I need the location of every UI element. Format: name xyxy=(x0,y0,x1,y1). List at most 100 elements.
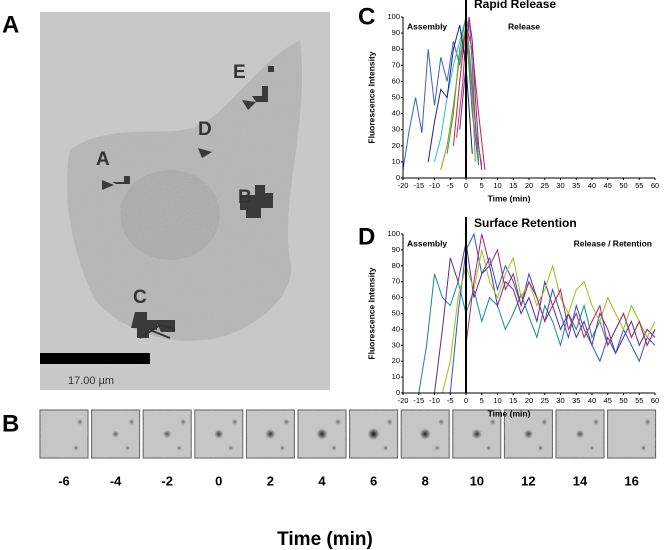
annotation: Release / Retention xyxy=(574,238,652,248)
frame-spot xyxy=(644,419,651,425)
y-tick-label: 50 xyxy=(392,92,400,101)
x-tick-label: 60 xyxy=(651,396,659,405)
x-tick-label: 25 xyxy=(541,181,549,190)
trace xyxy=(427,24,473,162)
frame-label: 14 xyxy=(573,473,588,488)
x-tick-label: 20 xyxy=(525,181,533,190)
x-tick-label: 30 xyxy=(556,181,564,190)
x-tick-label: 5 xyxy=(480,181,484,190)
panel-label: A xyxy=(2,11,19,38)
x-tick-label: 20 xyxy=(525,396,533,405)
frame-label: 8 xyxy=(422,473,429,488)
strip-xlabel: Time (min) xyxy=(277,529,373,550)
y-axis-label: Fluorescence Intensity xyxy=(366,51,376,143)
trace xyxy=(440,25,476,171)
x-tick-label: 0 xyxy=(464,396,468,405)
y-tick-label: 80 xyxy=(392,44,400,53)
image-label: B xyxy=(238,187,252,208)
frame-spot xyxy=(265,428,276,440)
x-tick-label: -15 xyxy=(413,396,424,405)
x-tick-label: 25 xyxy=(541,396,549,405)
y-tick-label: 10 xyxy=(392,372,400,381)
panel-label: D xyxy=(358,223,375,250)
frame-spot xyxy=(383,445,389,451)
frame-spot xyxy=(73,445,79,451)
frame-spot xyxy=(541,419,548,425)
chart-title: Surface Retention xyxy=(474,216,577,230)
x-tick-label: 5 xyxy=(480,396,484,405)
frame-spot xyxy=(489,419,496,425)
frame-spot xyxy=(231,419,238,425)
image-label: E xyxy=(233,62,246,83)
trace xyxy=(418,273,656,394)
frame-spot xyxy=(419,428,431,440)
y-tick-label: 100 xyxy=(387,229,400,238)
frame-spot xyxy=(335,419,341,425)
x-axis-label: Time (min) xyxy=(488,193,531,203)
frame-spot xyxy=(111,430,120,438)
x-tick-label: 35 xyxy=(572,181,580,190)
frame-noise xyxy=(40,410,88,458)
frame-spot xyxy=(77,419,83,425)
frame-spot xyxy=(471,428,482,440)
frame-spot xyxy=(523,429,534,439)
y-tick-label: 100 xyxy=(387,12,400,21)
x-tick-label: 50 xyxy=(619,181,627,190)
annotation: Assembly xyxy=(407,238,447,248)
trace xyxy=(434,241,656,394)
trace xyxy=(449,232,656,394)
x-tick-label: 40 xyxy=(588,181,596,190)
y-tick-label: 30 xyxy=(392,340,400,349)
x-tick-label: -15 xyxy=(413,181,424,190)
x-tick-label: 10 xyxy=(493,396,501,405)
chart-title: Rapid Release xyxy=(474,0,556,11)
x-tick-label: 30 xyxy=(556,396,564,405)
frame-spot xyxy=(434,445,440,451)
frame-label: -4 xyxy=(110,473,122,488)
image-label: A xyxy=(96,149,110,170)
frame-spot xyxy=(283,419,290,425)
y-tick-label: 40 xyxy=(392,324,400,333)
y-tick-label: 90 xyxy=(392,28,400,37)
frame-spot xyxy=(279,445,285,451)
trace xyxy=(465,233,656,347)
frame-spot xyxy=(438,419,445,425)
frame-label: 0 xyxy=(215,473,222,488)
y-tick-label: 60 xyxy=(392,293,400,302)
panel-label: C xyxy=(358,3,375,30)
y-tick-label: 30 xyxy=(392,125,400,134)
x-tick-label: -20 xyxy=(398,396,409,405)
x-tick-label: 15 xyxy=(509,396,517,405)
trace xyxy=(446,16,480,162)
trace xyxy=(452,24,486,170)
frame-spot xyxy=(128,419,135,425)
y-tick-label: 40 xyxy=(392,109,400,118)
frame-spot xyxy=(575,429,585,439)
x-tick-label: -20 xyxy=(398,181,409,190)
y-axis-label: Fluorescence Intensity xyxy=(366,267,376,359)
x-tick-label: -5 xyxy=(447,396,454,405)
frame-spot xyxy=(367,428,380,440)
frame-spot xyxy=(176,445,182,451)
y-tick-label: 0 xyxy=(396,173,400,182)
y-tick-label: 80 xyxy=(392,261,400,270)
y-tick-label: 70 xyxy=(392,277,400,286)
x-tick-label: -10 xyxy=(429,396,440,405)
x-tick-label: -5 xyxy=(447,181,454,190)
frame-label: 4 xyxy=(318,473,326,488)
annotation: Release xyxy=(508,21,540,31)
y-tick-label: 50 xyxy=(392,308,400,317)
frame-label: 10 xyxy=(470,473,484,488)
frame-spot xyxy=(331,445,337,451)
frame-spot xyxy=(228,445,234,451)
x-tick-label: 55 xyxy=(635,396,643,405)
frame-label: 6 xyxy=(370,473,377,488)
y-tick-label: 70 xyxy=(392,60,400,69)
frame-spot xyxy=(486,445,492,451)
frame-label: -2 xyxy=(161,473,173,488)
frame-spot xyxy=(386,419,393,425)
frame-spot xyxy=(163,429,172,439)
x-tick-label: -10 xyxy=(429,181,440,190)
